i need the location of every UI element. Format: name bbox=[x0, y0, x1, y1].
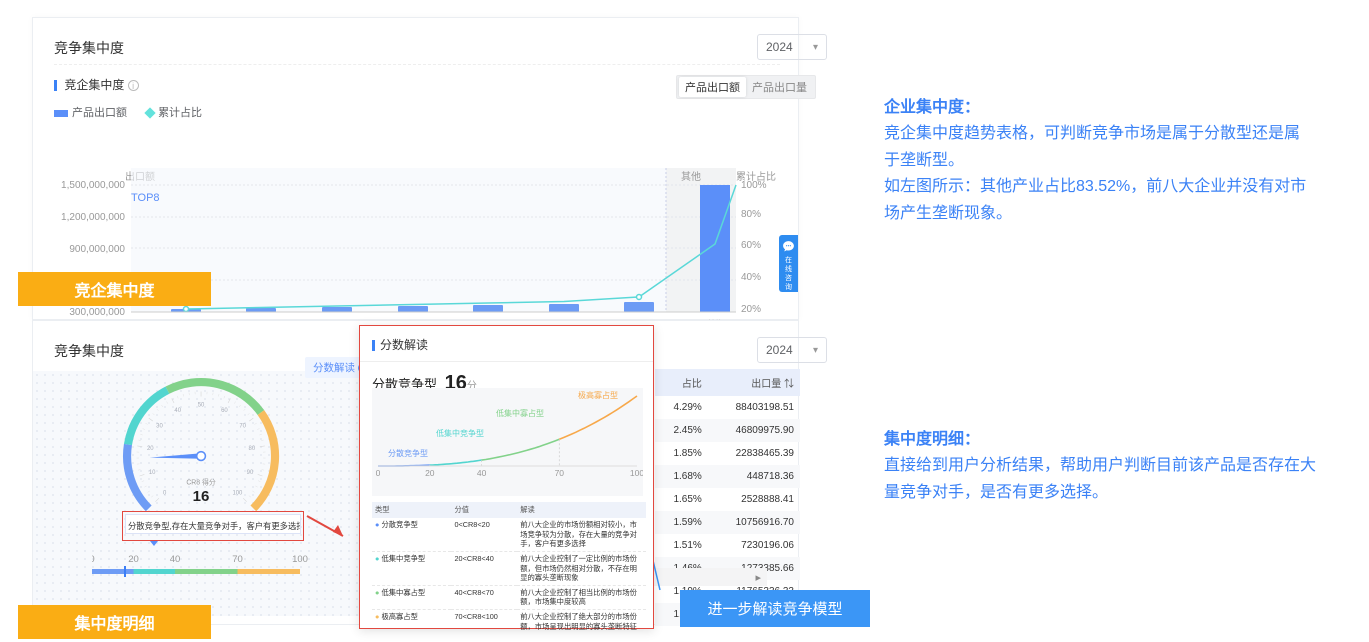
svg-text:80: 80 bbox=[248, 445, 255, 451]
svg-text:0: 0 bbox=[92, 554, 95, 565]
svg-text:20%: 20% bbox=[741, 304, 761, 315]
svg-text:20: 20 bbox=[146, 445, 153, 451]
svg-text:900,000,000: 900,000,000 bbox=[69, 244, 125, 255]
svg-text:20: 20 bbox=[128, 554, 139, 565]
svg-text:0: 0 bbox=[376, 468, 381, 476]
svg-text:100: 100 bbox=[232, 490, 243, 496]
svg-text:70: 70 bbox=[239, 423, 246, 429]
svg-text:90: 90 bbox=[246, 469, 253, 475]
svg-text:1,500,000,000: 1,500,000,000 bbox=[61, 180, 125, 191]
svg-text:40: 40 bbox=[477, 468, 487, 476]
svg-text:300,000,000: 300,000,000 bbox=[69, 307, 125, 318]
svg-text:低集中寡占型: 低集中寡占型 bbox=[496, 408, 544, 418]
svg-text:TOP8: TOP8 bbox=[131, 192, 160, 204]
svg-text:30: 30 bbox=[156, 423, 163, 429]
svg-text:70: 70 bbox=[232, 554, 243, 565]
svg-text:极高寡占型: 极高寡占型 bbox=[578, 390, 618, 400]
svg-text:16: 16 bbox=[192, 488, 209, 505]
svg-text:分散竞争型: 分散竞争型 bbox=[388, 448, 428, 458]
svg-text:10: 10 bbox=[148, 469, 155, 475]
svg-text:其他: 其他 bbox=[681, 170, 701, 183]
svg-text:40: 40 bbox=[174, 408, 181, 414]
svg-text:40: 40 bbox=[170, 554, 181, 565]
svg-text:70: 70 bbox=[555, 468, 565, 476]
svg-text:100%: 100% bbox=[741, 180, 767, 191]
svg-text:20: 20 bbox=[425, 468, 435, 476]
svg-text:40%: 40% bbox=[741, 272, 761, 283]
svg-text:80%: 80% bbox=[741, 209, 761, 220]
svg-text:100: 100 bbox=[630, 468, 643, 476]
svg-text:50: 50 bbox=[197, 402, 204, 408]
svg-text:100: 100 bbox=[292, 554, 308, 565]
svg-text:1,200,000,000: 1,200,000,000 bbox=[61, 212, 125, 223]
svg-text:60: 60 bbox=[221, 408, 228, 414]
svg-text:CR8 得分: CR8 得分 bbox=[186, 477, 216, 486]
svg-text:低集中竞争型: 低集中竞争型 bbox=[436, 428, 484, 438]
svg-text:60%: 60% bbox=[741, 240, 761, 251]
svg-text:0: 0 bbox=[163, 490, 167, 496]
